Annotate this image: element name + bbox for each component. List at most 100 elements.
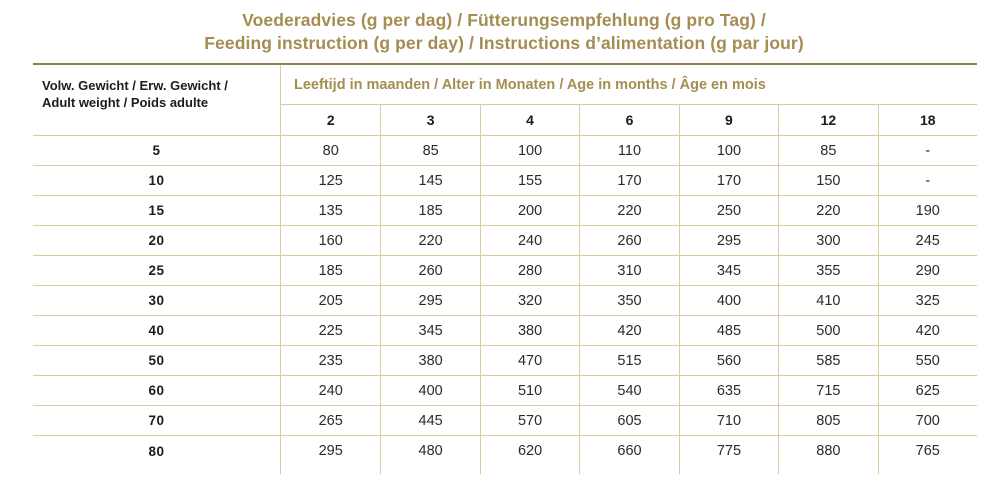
- weight-cell: 20: [33, 226, 281, 256]
- value-cell: 480: [380, 436, 479, 466]
- title-line-2: Feeding instruction (g per day) / Instru…: [204, 32, 804, 53]
- value-cell: 145: [380, 166, 480, 196]
- value-cell: 100: [479, 136, 580, 166]
- value-cell: 125: [281, 166, 381, 196]
- value-cell: 300: [778, 226, 878, 256]
- weight-header-cell: Volw. Gewicht / Erw. Gewicht / Adult wei…: [33, 65, 281, 136]
- value-cell: 250: [678, 196, 779, 226]
- value-cell: 200: [479, 196, 580, 226]
- value-cell: 515: [579, 346, 679, 376]
- age-column-header: 12: [778, 105, 878, 136]
- value-cell: 295: [380, 286, 480, 316]
- table-bottom-edge: [479, 466, 579, 474]
- value-cell: 240: [479, 226, 580, 256]
- value-cell: 150: [778, 166, 878, 196]
- age-column-header: 6: [579, 105, 679, 136]
- weight-cell: 30: [33, 286, 281, 316]
- value-cell: 240: [281, 376, 381, 406]
- value-cell: 220: [778, 196, 878, 226]
- value-cell: 380: [380, 346, 480, 376]
- value-cell: 295: [678, 226, 779, 256]
- value-cell: 170: [579, 166, 679, 196]
- value-cell: 185: [281, 256, 381, 286]
- weight-header-line-2: Adult weight / Poids adulte: [42, 95, 209, 110]
- table-bottom-edge: [281, 466, 380, 474]
- value-cell: 400: [678, 286, 779, 316]
- value-cell: 350: [579, 286, 679, 316]
- value-cell: 295: [318, 443, 343, 459]
- value-cell: 190: [877, 196, 977, 226]
- age-column-header: 9: [678, 105, 779, 136]
- weight-cell: 10: [33, 166, 281, 196]
- weight-cell: 25: [33, 256, 281, 286]
- age-column-header: 4: [479, 105, 580, 136]
- value-cell: 205: [281, 286, 381, 316]
- weight-cell: 80: [33, 436, 281, 466]
- value-cell: 710: [678, 406, 779, 436]
- table-bottom-edge: [380, 466, 479, 474]
- weight-cell: 15: [33, 196, 281, 226]
- value-cell: 420: [877, 316, 977, 346]
- value-cell: 220: [380, 226, 480, 256]
- weight-cell: 70: [33, 406, 281, 436]
- value-cell: 355: [778, 256, 878, 286]
- value-cell: 185: [380, 196, 480, 226]
- value-cell: 110: [579, 136, 679, 166]
- value-cell: 585: [778, 346, 878, 376]
- value-cell: 620: [479, 436, 579, 466]
- value-cell: 80: [281, 136, 381, 166]
- value-cell: 560: [678, 346, 779, 376]
- age-header-cell: Leeftijd in maanden / Alter in Monaten /…: [281, 65, 977, 105]
- weight-cell: 50: [33, 346, 281, 376]
- value-cell: 635: [678, 376, 779, 406]
- value-cell: 260: [579, 226, 679, 256]
- value-cell: 470: [479, 346, 580, 376]
- value-cell: 100: [678, 136, 779, 166]
- value-cell: 715: [778, 376, 878, 406]
- age-column-header: 3: [380, 105, 480, 136]
- value-cell: 765: [877, 436, 977, 466]
- value-cell: 320: [479, 286, 580, 316]
- value-cell: 625: [877, 376, 977, 406]
- value-cell: 700: [877, 406, 977, 436]
- value-cell: 170: [678, 166, 779, 196]
- value-cell: 775: [678, 436, 778, 466]
- value-cell: 880: [778, 436, 877, 466]
- value-cell: 345: [380, 316, 480, 346]
- value-cell: 155: [479, 166, 580, 196]
- value-cell: 290: [877, 256, 977, 286]
- value-cell: 135: [281, 196, 381, 226]
- value-cell: 280: [479, 256, 580, 286]
- value-cell: 85: [380, 136, 480, 166]
- title-line-1: Voederadvies (g per dag) / Fütterungsemp…: [242, 10, 766, 30]
- value-cell: 485: [678, 316, 779, 346]
- table-bottom-edge: [579, 466, 678, 474]
- value-cell: 245: [877, 226, 977, 256]
- page-title: Voederadvies (g per dag) / Fütterungsemp…: [0, 9, 1008, 54]
- value-cell: 85: [778, 136, 878, 166]
- value-cell: 345: [678, 256, 779, 286]
- weight-cell: 5: [33, 136, 281, 166]
- value-cell: -: [877, 166, 977, 196]
- value-cell: 570: [479, 406, 580, 436]
- value-cell: 400: [380, 376, 480, 406]
- value-cell: 445: [380, 406, 480, 436]
- age-column-header: 2: [281, 105, 381, 136]
- value-cell: 260: [380, 256, 480, 286]
- weight-cell: 40: [33, 316, 281, 346]
- weight-cell: 60: [33, 376, 281, 406]
- value-cell: 160: [281, 226, 381, 256]
- value-cell: 325: [877, 286, 977, 316]
- value-cell: -: [877, 136, 977, 166]
- value-cell: 805: [778, 406, 878, 436]
- value-cell: 380: [479, 316, 580, 346]
- value-cell: 265: [281, 406, 381, 436]
- value-cell: 410: [778, 286, 878, 316]
- value-cell: 420: [579, 316, 679, 346]
- value-cell: 500: [778, 316, 878, 346]
- age-column-header: 18: [877, 105, 977, 136]
- value-cell: 220: [579, 196, 679, 226]
- table-bottom-edge: [33, 466, 281, 474]
- table-bottom-edge: [778, 466, 877, 474]
